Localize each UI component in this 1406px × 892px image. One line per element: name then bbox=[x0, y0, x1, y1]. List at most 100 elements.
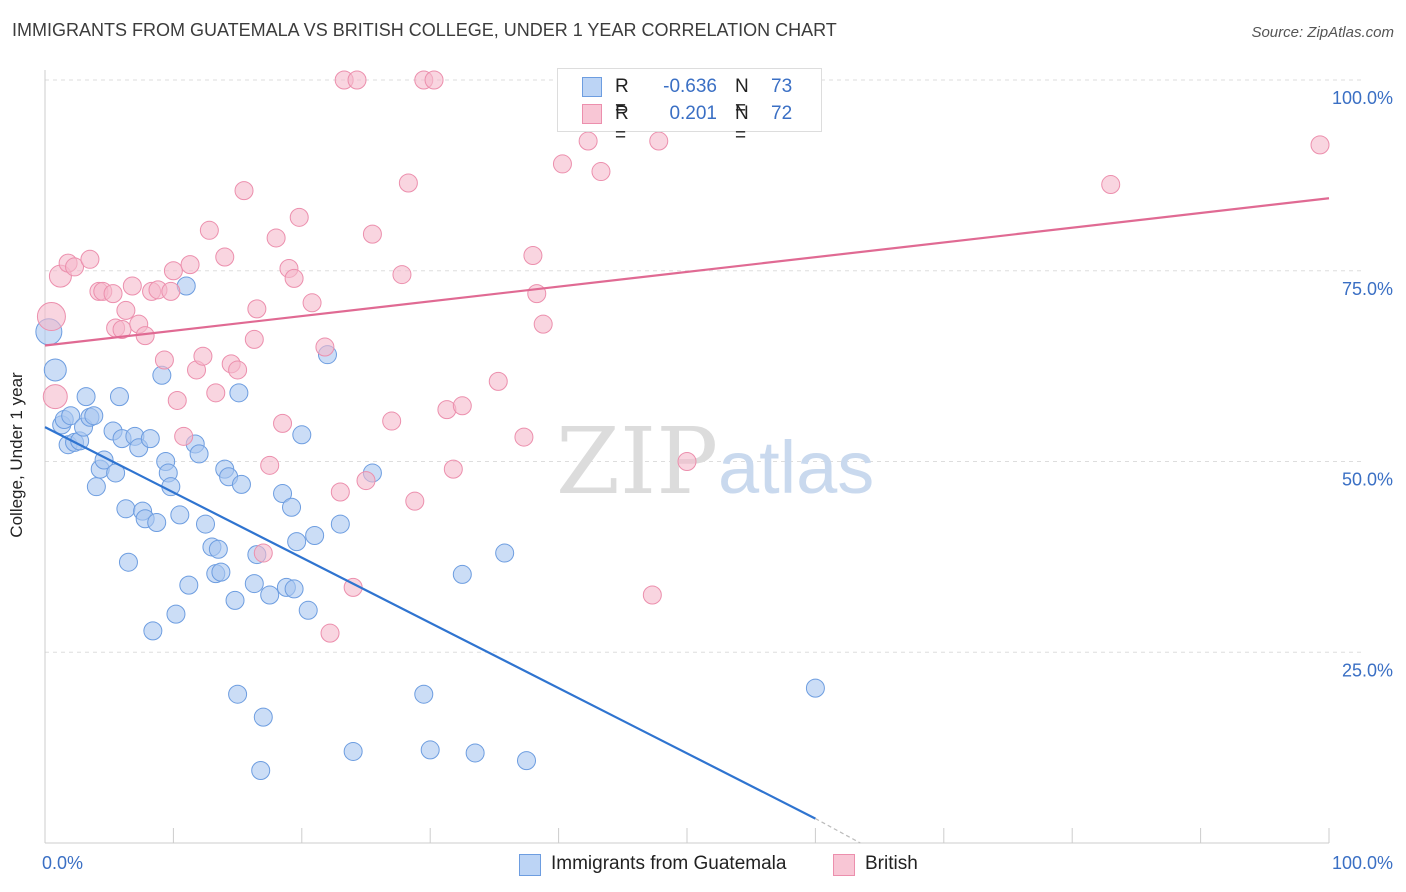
point-british bbox=[215, 247, 235, 267]
source-label: Source: ZipAtlas.com bbox=[1251, 24, 1394, 41]
point-guatemala bbox=[170, 505, 190, 525]
point-guatemala bbox=[61, 406, 81, 426]
trend-line-guatemala bbox=[44, 426, 816, 820]
point-guatemala bbox=[231, 474, 251, 494]
legend-swatch-guatemala bbox=[519, 854, 541, 876]
point-guatemala bbox=[196, 514, 215, 534]
point-british bbox=[302, 293, 322, 313]
trend-line-guatemala-extension bbox=[815, 818, 861, 844]
point-guatemala bbox=[452, 564, 472, 584]
legend-swatch-british bbox=[833, 854, 855, 876]
point-british bbox=[36, 302, 66, 332]
legend-n-label: N = bbox=[735, 76, 749, 119]
point-guatemala bbox=[166, 604, 186, 624]
point-british bbox=[116, 300, 136, 320]
point-guatemala bbox=[84, 406, 104, 426]
y-tick-label: 50.0% bbox=[1342, 470, 1393, 490]
point-british bbox=[266, 228, 286, 248]
point-guatemala bbox=[251, 761, 271, 781]
point-guatemala bbox=[465, 743, 485, 763]
point-british bbox=[234, 181, 254, 201]
point-guatemala bbox=[229, 383, 249, 403]
point-guatemala bbox=[43, 358, 67, 382]
point-british bbox=[330, 482, 350, 502]
point-guatemala bbox=[244, 574, 264, 594]
point-british bbox=[315, 337, 335, 357]
point-british bbox=[42, 384, 68, 410]
point-british bbox=[174, 426, 194, 446]
series-british-points bbox=[36, 70, 1330, 643]
point-british bbox=[244, 329, 264, 349]
y-axis-label: College, Under 1 year bbox=[7, 372, 26, 538]
point-british bbox=[591, 162, 611, 182]
point-guatemala bbox=[228, 684, 248, 704]
point-british bbox=[260, 455, 280, 475]
point-guatemala bbox=[292, 425, 312, 445]
point-british bbox=[273, 413, 293, 433]
legend-r-label: R = bbox=[615, 103, 629, 146]
point-british bbox=[199, 220, 219, 240]
point-british bbox=[443, 459, 463, 479]
point-british bbox=[163, 261, 183, 281]
point-guatemala bbox=[420, 740, 440, 760]
point-british bbox=[320, 623, 340, 643]
y-tick-labels: 25.0% 50.0% 75.0% 100.0% bbox=[1332, 88, 1393, 680]
chart-title: IMMIGRANTS FROM GUATEMALA VS BRITISH COL… bbox=[12, 20, 837, 40]
point-guatemala bbox=[298, 600, 318, 620]
point-british bbox=[80, 249, 100, 269]
trend-lines bbox=[44, 197, 1330, 844]
y-tick-label: 25.0% bbox=[1342, 660, 1393, 680]
point-guatemala bbox=[495, 543, 515, 563]
point-british bbox=[398, 173, 418, 193]
point-british bbox=[362, 224, 382, 244]
point-guatemala bbox=[208, 539, 228, 559]
point-british bbox=[206, 383, 226, 403]
point-british bbox=[356, 471, 376, 491]
watermark: ZIP atlas bbox=[556, 408, 874, 515]
point-guatemala bbox=[260, 585, 280, 605]
point-british bbox=[578, 131, 598, 151]
point-british bbox=[193, 346, 213, 366]
point-british bbox=[392, 265, 412, 285]
legend-n-label: N = bbox=[735, 103, 749, 146]
point-british bbox=[533, 314, 553, 334]
point-british bbox=[65, 257, 85, 277]
point-british bbox=[161, 281, 181, 301]
point-british bbox=[382, 411, 402, 431]
point-british bbox=[167, 390, 187, 410]
point-guatemala bbox=[147, 513, 167, 533]
axes bbox=[44, 70, 1330, 844]
series-guatemala-points bbox=[35, 276, 825, 781]
point-guatemala bbox=[76, 387, 96, 407]
point-guatemala bbox=[86, 477, 106, 497]
point-british bbox=[452, 396, 472, 416]
point-british bbox=[523, 245, 543, 265]
point-british bbox=[405, 491, 425, 511]
y-tick-label: 100.0% bbox=[1332, 88, 1393, 108]
point-guatemala bbox=[517, 751, 536, 771]
point-british bbox=[289, 207, 309, 227]
point-guatemala bbox=[414, 684, 434, 704]
point-british bbox=[424, 70, 444, 90]
point-british bbox=[284, 268, 304, 288]
point-guatemala bbox=[109, 387, 129, 407]
point-guatemala bbox=[282, 497, 302, 517]
point-british bbox=[552, 154, 572, 174]
point-british bbox=[347, 70, 367, 90]
point-british bbox=[514, 427, 534, 447]
legend-r-label: R = bbox=[615, 76, 629, 119]
legend-label-british: British bbox=[865, 853, 918, 874]
point-guatemala bbox=[284, 579, 304, 599]
point-guatemala bbox=[305, 526, 325, 546]
x-tick-label-max: 100.0% bbox=[1332, 853, 1393, 873]
point-british bbox=[1310, 135, 1330, 155]
point-guatemala bbox=[805, 678, 825, 698]
point-british bbox=[649, 131, 669, 151]
point-guatemala bbox=[330, 514, 350, 534]
legend-n-value: 72 bbox=[771, 103, 793, 124]
legend-r-value: 0.201 bbox=[669, 103, 717, 124]
point-british bbox=[180, 255, 200, 275]
x-tick-label-min: 0.0% bbox=[42, 853, 83, 873]
point-british bbox=[677, 452, 697, 471]
